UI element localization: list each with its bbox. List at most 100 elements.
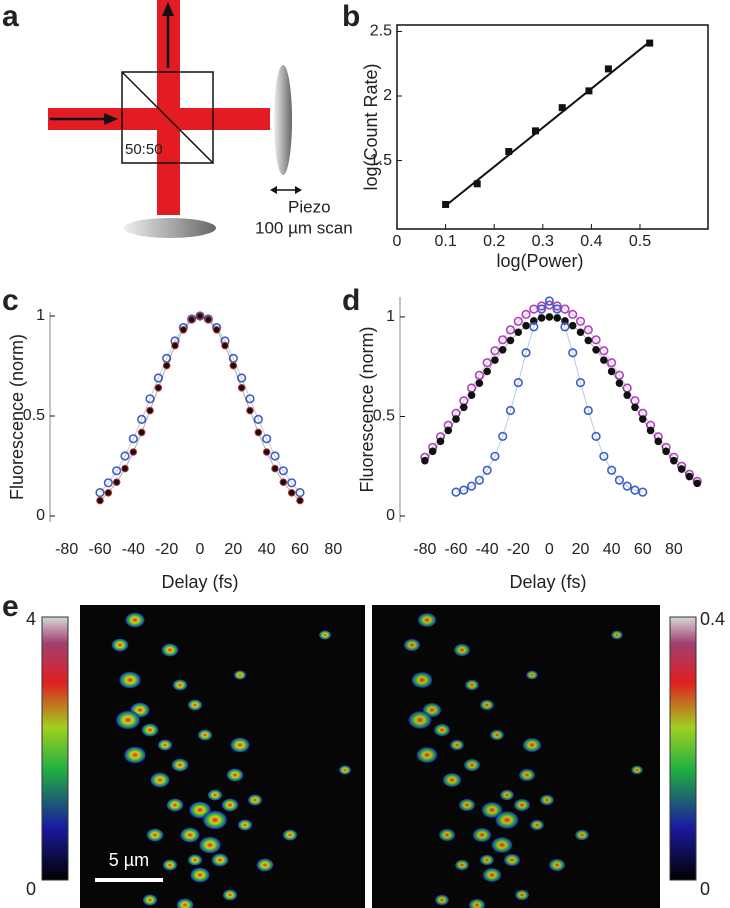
point xyxy=(677,465,686,473)
feature xyxy=(514,889,530,901)
point xyxy=(646,39,654,47)
plot-frame xyxy=(396,24,709,230)
feature xyxy=(574,829,590,841)
feature xyxy=(442,772,462,788)
point xyxy=(505,325,516,335)
point xyxy=(553,314,561,322)
feature xyxy=(197,729,213,741)
point xyxy=(295,488,305,498)
point xyxy=(96,496,104,505)
point xyxy=(670,456,678,465)
point xyxy=(270,451,280,461)
feature xyxy=(198,836,222,854)
point xyxy=(646,426,655,435)
point xyxy=(568,321,577,330)
feature xyxy=(434,894,450,906)
feature xyxy=(479,854,495,866)
x-tick-label: 0.5 xyxy=(629,233,651,250)
feature xyxy=(489,729,505,741)
point xyxy=(568,348,578,358)
feature xyxy=(453,643,471,657)
point xyxy=(120,451,130,461)
feature xyxy=(539,794,555,806)
trace xyxy=(99,315,301,493)
x-tick-label: 0.2 xyxy=(483,233,505,250)
x-tick-label: 40 xyxy=(603,541,621,558)
feature xyxy=(503,853,521,867)
y-tick-label: 1 xyxy=(36,307,45,324)
image-features xyxy=(110,612,352,908)
point xyxy=(685,472,694,481)
feature xyxy=(162,859,178,871)
point xyxy=(654,437,663,446)
beam xyxy=(157,0,180,215)
feature xyxy=(438,828,456,842)
point xyxy=(474,475,484,485)
feature xyxy=(499,789,515,801)
microscopy-images: 4 0 0.4 0 5 µm xyxy=(26,605,725,908)
point xyxy=(505,148,513,156)
point xyxy=(599,451,609,461)
mirror xyxy=(124,218,216,238)
feature xyxy=(472,827,492,843)
point xyxy=(421,456,429,465)
point xyxy=(103,478,113,488)
y-tick-label: 1 xyxy=(386,308,395,325)
point xyxy=(482,358,492,368)
feature xyxy=(170,758,190,772)
x-tick-label: 0 xyxy=(545,541,554,558)
trace xyxy=(424,304,698,482)
feature xyxy=(318,630,332,640)
feature xyxy=(160,643,180,657)
point xyxy=(575,316,586,326)
point xyxy=(95,488,105,498)
x-tick-label: 60 xyxy=(634,541,652,558)
point xyxy=(521,348,531,358)
panel-label: e xyxy=(2,590,19,623)
image-features xyxy=(403,612,644,908)
point xyxy=(436,437,445,446)
point xyxy=(475,379,484,388)
y-tick-label: 0.5 xyxy=(23,407,45,424)
feature xyxy=(157,739,173,751)
point xyxy=(473,180,481,188)
point xyxy=(584,336,593,345)
point xyxy=(583,325,593,335)
point xyxy=(287,478,297,488)
point xyxy=(466,481,477,491)
arrow-head xyxy=(295,186,302,194)
x-tick-label: -80 xyxy=(413,541,436,558)
feature xyxy=(165,798,185,812)
feature xyxy=(513,798,531,812)
fit-line xyxy=(444,41,651,207)
point xyxy=(498,431,508,441)
arrow-head xyxy=(270,186,277,194)
feature xyxy=(222,889,238,901)
point xyxy=(513,316,523,326)
point xyxy=(561,317,569,325)
splitter-diagonal xyxy=(121,71,214,164)
point xyxy=(246,406,254,415)
feature xyxy=(548,858,566,872)
scale-bar-label: 5 µm xyxy=(109,850,149,870)
colorbar xyxy=(41,616,69,881)
x-tick-label: 20 xyxy=(224,541,242,558)
interferometer-diagram: 50:50 Piezo 100 µm scan xyxy=(48,0,353,238)
feature xyxy=(189,867,211,883)
feature xyxy=(407,710,433,730)
point xyxy=(537,314,546,322)
point xyxy=(146,406,154,415)
feature xyxy=(410,671,434,689)
point xyxy=(137,414,147,425)
point xyxy=(196,312,204,320)
point xyxy=(498,335,508,345)
feature xyxy=(145,828,165,842)
point xyxy=(229,361,238,370)
feature xyxy=(140,723,160,737)
feature xyxy=(247,794,263,806)
trace xyxy=(424,316,698,484)
panel-label: d xyxy=(342,284,360,317)
point xyxy=(121,464,129,473)
beam-splitter xyxy=(121,71,214,164)
